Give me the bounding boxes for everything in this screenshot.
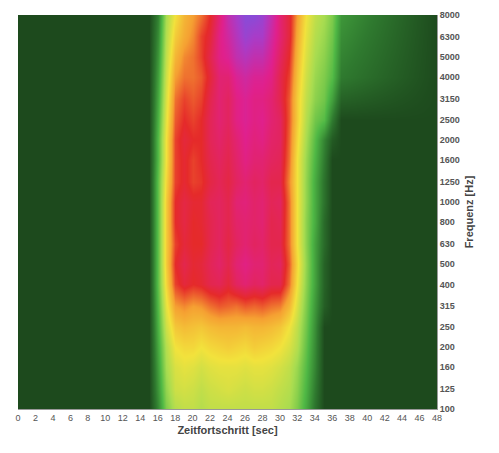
svg-text:46: 46 bbox=[415, 413, 425, 423]
svg-text:26: 26 bbox=[240, 413, 250, 423]
svg-text:24: 24 bbox=[222, 413, 232, 423]
svg-text:315: 315 bbox=[440, 301, 455, 311]
svg-text:Zeitfortschritt [sec]: Zeitfortschritt [sec] bbox=[177, 424, 278, 436]
svg-text:10: 10 bbox=[100, 413, 110, 423]
svg-text:2000: 2000 bbox=[440, 135, 460, 145]
svg-text:200: 200 bbox=[440, 342, 455, 352]
svg-text:100: 100 bbox=[440, 404, 455, 414]
svg-text:38: 38 bbox=[345, 413, 355, 423]
svg-text:160: 160 bbox=[440, 362, 455, 372]
svg-text:34: 34 bbox=[310, 413, 320, 423]
svg-text:44: 44 bbox=[397, 413, 407, 423]
svg-text:30: 30 bbox=[275, 413, 285, 423]
svg-text:8: 8 bbox=[85, 413, 90, 423]
svg-text:6300: 6300 bbox=[440, 32, 460, 42]
svg-text:800: 800 bbox=[440, 217, 455, 227]
svg-text:1000: 1000 bbox=[440, 197, 460, 207]
svg-text:3150: 3150 bbox=[440, 94, 460, 104]
svg-text:36: 36 bbox=[327, 413, 337, 423]
svg-text:250: 250 bbox=[440, 322, 455, 332]
svg-text:14: 14 bbox=[135, 413, 145, 423]
svg-text:2500: 2500 bbox=[440, 115, 460, 125]
svg-text:630: 630 bbox=[440, 239, 455, 249]
svg-text:6: 6 bbox=[68, 413, 73, 423]
svg-text:4: 4 bbox=[50, 413, 55, 423]
svg-text:28: 28 bbox=[257, 413, 267, 423]
svg-text:48: 48 bbox=[432, 413, 442, 423]
svg-text:40: 40 bbox=[362, 413, 372, 423]
svg-text:2: 2 bbox=[33, 413, 38, 423]
svg-text:12: 12 bbox=[118, 413, 128, 423]
svg-text:125: 125 bbox=[440, 384, 455, 394]
svg-text:20: 20 bbox=[188, 413, 198, 423]
svg-text:22: 22 bbox=[205, 413, 215, 423]
svg-text:18: 18 bbox=[170, 413, 180, 423]
svg-text:42: 42 bbox=[380, 413, 390, 423]
svg-text:1600: 1600 bbox=[440, 155, 460, 165]
svg-text:Frequenz [Hz]: Frequenz [Hz] bbox=[463, 175, 475, 248]
svg-text:1250: 1250 bbox=[440, 177, 460, 187]
svg-text:500: 500 bbox=[440, 259, 455, 269]
svg-text:5000: 5000 bbox=[440, 52, 460, 62]
svg-text:16: 16 bbox=[153, 413, 163, 423]
svg-text:4000: 4000 bbox=[440, 72, 460, 82]
svg-text:32: 32 bbox=[292, 413, 302, 423]
svg-text:0: 0 bbox=[15, 413, 20, 423]
svg-text:400: 400 bbox=[440, 280, 455, 290]
svg-text:8000: 8000 bbox=[440, 10, 460, 20]
